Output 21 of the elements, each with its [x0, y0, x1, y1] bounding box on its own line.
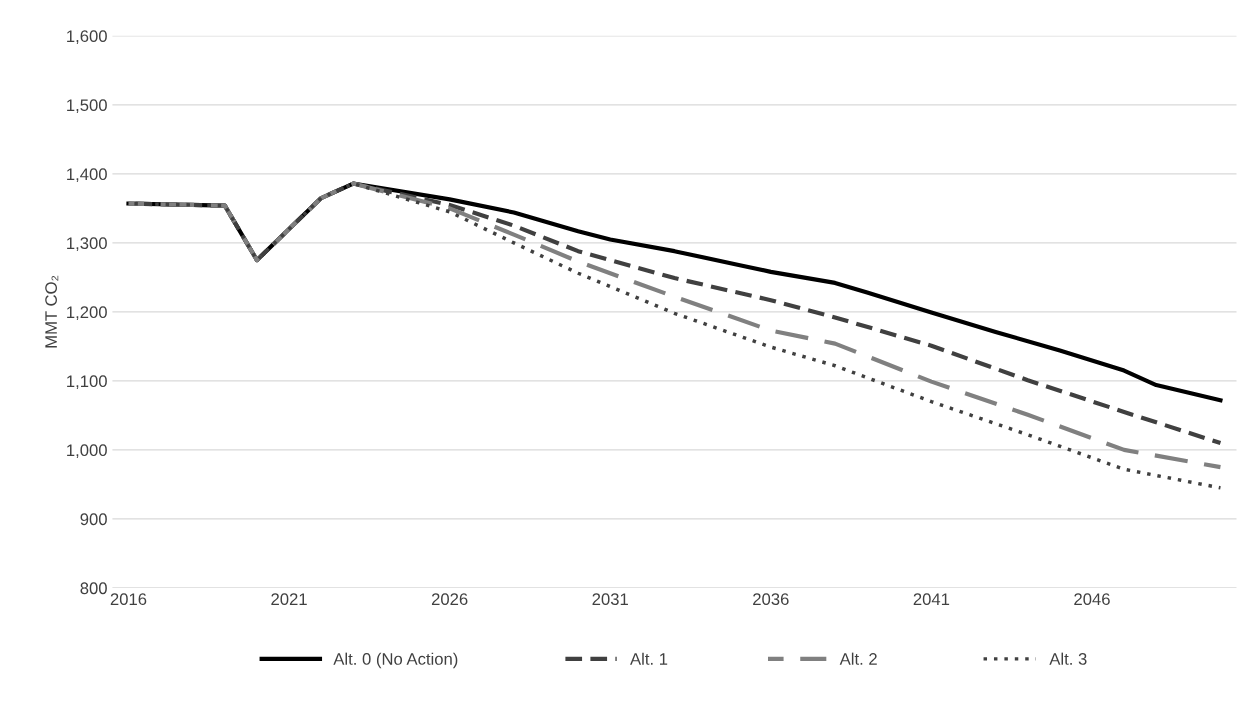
y-tick-label: 1,000 — [67, 444, 107, 459]
x-tick-label: 2021 — [271, 593, 307, 606]
y-tick-label: 1,500 — [67, 99, 107, 114]
y-tick-label: 1,200 — [67, 306, 107, 321]
x-tick-label: 2046 — [1074, 593, 1110, 606]
x-tick-label: 2036 — [753, 593, 789, 606]
x-tick-label: 2026 — [431, 593, 468, 606]
legend-label: Alt. 0 (No Action) — [333, 652, 458, 669]
x-tick-label: 2041 — [913, 593, 950, 606]
y-axis-title: MMT CO₂ — [45, 275, 59, 348]
y-tick-label: 1,400 — [67, 168, 107, 183]
y-tick-label: 1,300 — [67, 237, 107, 252]
legend-label: Alt. 1 — [630, 652, 668, 665]
y-tick-label: 800 — [80, 582, 107, 595]
y-tick-label: 1,600 — [67, 30, 107, 45]
legend-label: Alt. 2 — [839, 652, 877, 665]
legend-label: Alt. 3 — [1049, 652, 1087, 665]
y-tick-label: 1,100 — [67, 375, 107, 390]
y-tick-label: 900 — [80, 513, 107, 526]
x-tick-label: 2031 — [592, 593, 628, 606]
x-tick-label: 2016 — [110, 593, 147, 606]
